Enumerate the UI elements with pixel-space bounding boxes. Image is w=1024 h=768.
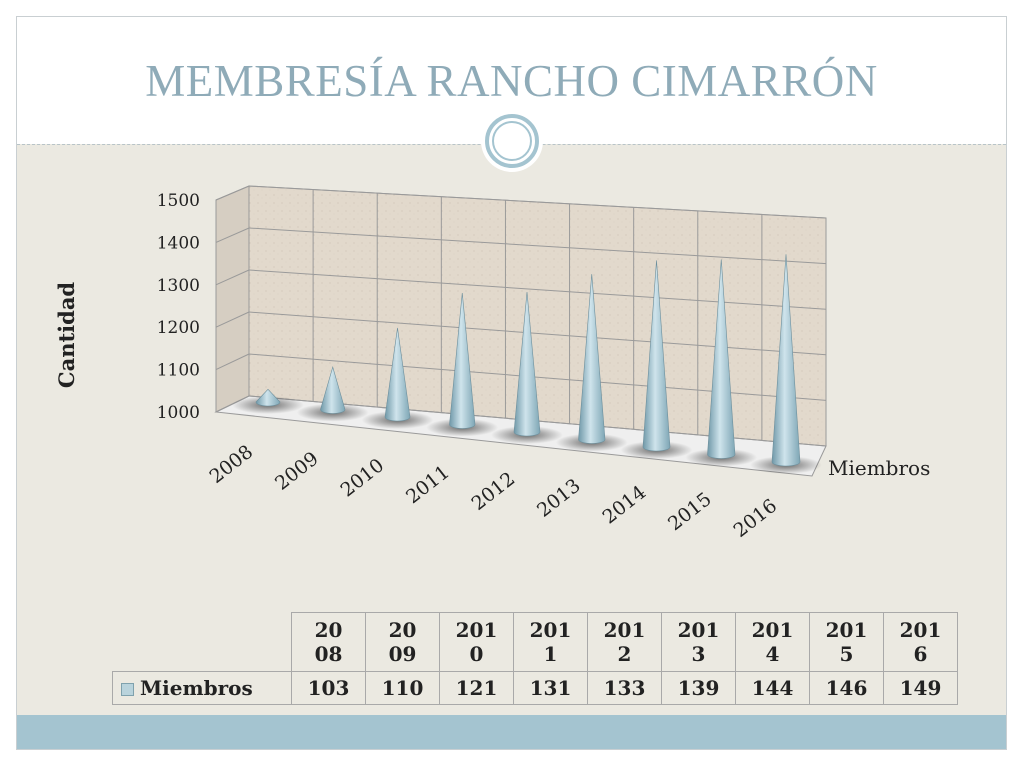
gridline-side [215, 269, 250, 286]
table-cell: 149 [883, 671, 958, 705]
cone-bar [707, 259, 736, 459]
table-cell: 144 [735, 671, 810, 705]
table-header-row: 20 08 20 09 201 0 201 1 201 2 201 3 201 … [113, 612, 958, 672]
table-series-cell: Miembros [112, 671, 292, 705]
x-tick-label: 2014 [599, 481, 651, 528]
table-corner [113, 613, 292, 672]
cone-bar [578, 274, 606, 444]
table-header: 201 1 [513, 612, 588, 672]
gridline-h [248, 185, 827, 219]
cones [255, 254, 801, 467]
x-tick-label: 2010 [337, 454, 389, 501]
table-header: 201 0 [439, 612, 514, 672]
y-tick-label: 1000 [157, 403, 200, 423]
y-tick-label: 1500 [157, 191, 200, 211]
y-axis-title: Cantidad [54, 282, 79, 389]
y-tick-label: 1200 [157, 318, 200, 338]
y-tick-label: 1100 [157, 361, 200, 381]
data-table: 20 08 20 09 201 0 201 1 201 2 201 3 201 … [112, 612, 958, 705]
table-cell: 133 [587, 671, 662, 705]
table-cell: 121 [439, 671, 514, 705]
table-header: 201 2 [587, 612, 662, 672]
slide-title: MEMBRESÍA RANCHO CIMARRÓN [145, 56, 878, 106]
table-cell: 139 [661, 671, 736, 705]
cone-bar [771, 254, 801, 467]
x-tick-label: 2009 [271, 448, 323, 495]
table-row: Miembros 103 110 121 131 133 139 144 146… [112, 671, 958, 705]
y-ticks: 1000 1100 1200 1300 1400 1500 [157, 191, 200, 423]
gridline-h [248, 311, 827, 356]
table-header: 201 6 [883, 612, 958, 672]
gridline-side [215, 353, 250, 371]
cone-bar [255, 388, 281, 407]
table-header: 201 4 [735, 612, 810, 672]
x-tick-label: 2013 [533, 475, 585, 522]
table-header: 20 09 [365, 612, 440, 672]
table-cell: 103 [291, 671, 366, 705]
legend-key-icon [121, 683, 134, 696]
gridline-side [215, 185, 250, 201]
y-tick-label: 1300 [157, 276, 200, 296]
series-label: Miembros [828, 456, 930, 480]
x-tick-label: 2016 [730, 495, 782, 542]
gridline-side [215, 227, 250, 243]
x-tick-label: 2011 [402, 461, 454, 508]
x-tick-label: 2015 [664, 488, 716, 535]
table-header: 20 08 [291, 612, 366, 672]
table-header: 201 5 [809, 612, 884, 672]
gridline-h [248, 269, 827, 310]
cone-bar [320, 366, 346, 414]
x-tick-label: 2008 [206, 441, 258, 488]
cone-bar [384, 327, 411, 422]
footer-band [17, 715, 1006, 749]
x-tick-label: 2012 [468, 468, 520, 515]
table-header: 201 3 [661, 612, 736, 672]
cone-bar [642, 260, 671, 452]
table-cell: 146 [809, 671, 884, 705]
gridline-side [215, 311, 250, 328]
chart-side-wall [215, 185, 250, 413]
table-cell: 110 [365, 671, 440, 705]
y-tick-label: 1400 [157, 233, 200, 253]
cone-bar [449, 293, 476, 429]
table-cell: 131 [513, 671, 588, 705]
cone-bar [513, 292, 541, 437]
gridline-h [248, 227, 827, 265]
